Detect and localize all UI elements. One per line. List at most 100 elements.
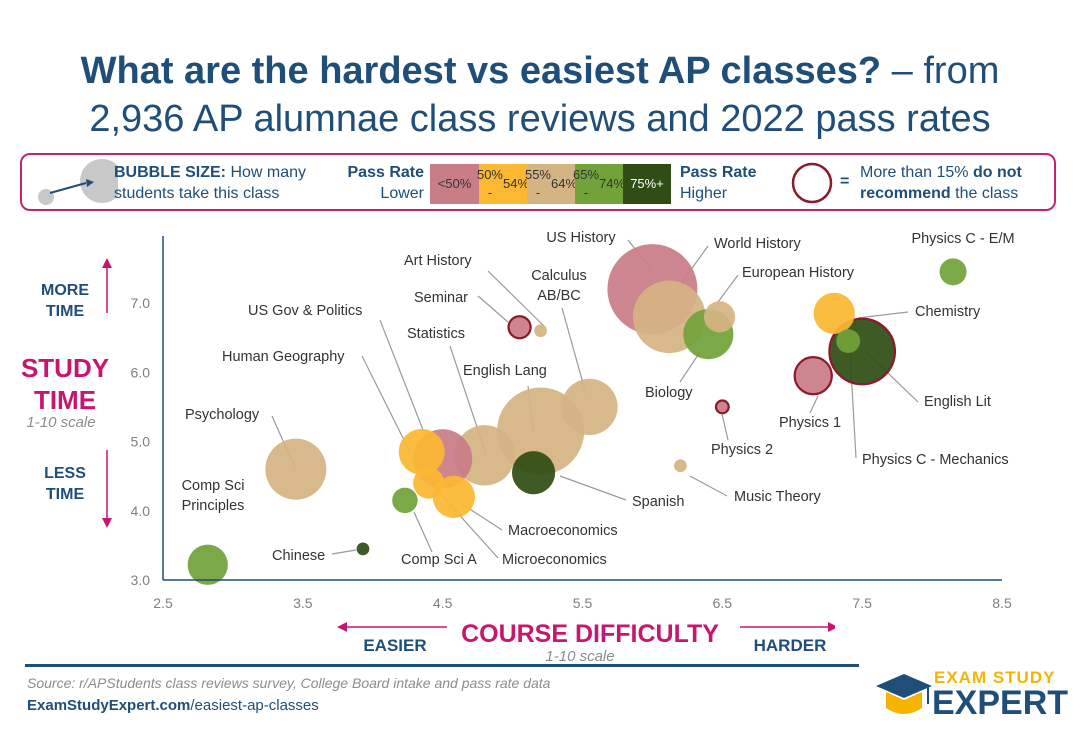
not-recommend-text1a: More than 15% <box>860 164 973 181</box>
bubble <box>939 258 967 286</box>
bubble <box>793 356 833 396</box>
pass-rate-bin: 50% -54% <box>476 164 529 204</box>
bubble <box>413 467 445 499</box>
point-label: English Lang <box>463 363 547 379</box>
y-axis-title: STUDY TIME <box>10 352 120 416</box>
pass-rate-higher-title: Pass Rate <box>680 164 757 181</box>
bubble <box>507 315 532 340</box>
footer-link-rest: /easiest-ap-classes <box>190 697 319 714</box>
point-label: Physics 2 <box>711 442 773 458</box>
leader-line <box>809 395 819 414</box>
x-direction-arrows <box>337 622 835 632</box>
pass-rate-bin: <50% <box>430 164 479 204</box>
y-direction-arrow <box>102 258 112 528</box>
point-label: Biology <box>645 385 693 401</box>
point-label: Comp Sci Principles <box>182 478 245 514</box>
y-tick-label: 6.0 <box>131 364 151 380</box>
not-recommend-text1b: do not <box>972 164 1022 181</box>
x-tick-label: 6.5 <box>713 595 733 611</box>
x-tick-label: 5.5 <box>573 595 593 611</box>
y-title-1: STUDY <box>20 353 110 383</box>
footer-source: Source: r/APStudents class reviews surve… <box>27 675 551 691</box>
point-label: Art History <box>404 253 472 269</box>
point-label: Chinese <box>272 548 325 564</box>
point-label: Physics C - Mechanics <box>862 452 1009 468</box>
leader-line <box>559 475 627 501</box>
bubble <box>674 459 687 473</box>
point-label: Music Theory <box>734 489 822 505</box>
y-tick-label: 7.0 <box>131 295 151 311</box>
pass-rate-bin-label: 55% - <box>524 167 551 200</box>
legend-box: BUBBLE SIZE: How many students take this… <box>20 153 1056 211</box>
x-tick-label: 3.5 <box>293 595 313 611</box>
not-recommend-line1: More than 15% do not <box>860 163 1022 183</box>
y-more-2: TIME <box>45 303 85 320</box>
pass-rate-bin-label: 64% <box>551 176 578 191</box>
not-recommend-text2a: recommend <box>860 185 951 202</box>
pass-rate-bin: 65% -74% <box>572 164 626 204</box>
point-label: Calculus AB/BC <box>531 268 587 304</box>
bubble <box>398 428 445 475</box>
bubble-size-line1: BUBBLE SIZE: How many <box>114 163 306 183</box>
leader-line <box>721 413 729 441</box>
logo-line1: EXAM STUDY <box>934 668 1056 687</box>
leader-line <box>689 475 728 497</box>
bubble-size-label: BUBBLE SIZE: <box>114 164 226 181</box>
leader-line <box>361 355 411 453</box>
x-axis-scale: 1-10 scale <box>545 648 615 665</box>
y-tick-label: 4.0 <box>131 503 151 519</box>
bubble <box>265 438 327 500</box>
x-harder: HARDER <box>753 636 827 655</box>
pass-rate-bin: 55% -64% <box>524 164 578 204</box>
x-tick-label: 8.5 <box>992 595 1012 611</box>
point-label: World History <box>714 236 801 252</box>
footer-rule <box>25 664 859 667</box>
y-more-1: MORE <box>41 282 89 299</box>
pass-rate-bin-label: 50% - <box>476 167 503 200</box>
logo-line2: EXPERT <box>932 684 1069 722</box>
bubble <box>813 292 855 335</box>
point-label: Microeconomics <box>502 552 607 568</box>
point-label: Seminar <box>414 290 468 306</box>
y-less-2: TIME <box>45 486 85 503</box>
y-title-2: TIME <box>33 385 97 415</box>
point-label: Psychology <box>185 407 260 423</box>
chart-title-line2: 2,936 AP alumnae class reviews and 2022 … <box>89 98 991 140</box>
bubble <box>511 451 556 495</box>
y-tick-label: 5.0 <box>131 434 151 450</box>
pass-rate-bin: 75%+ <box>623 164 671 204</box>
leader-line <box>679 351 701 383</box>
y-tick-label: 3.0 <box>131 572 151 588</box>
point-label: Physics 1 <box>779 415 841 431</box>
y-axis-scale: 1-10 scale <box>26 414 96 431</box>
x-axis-title: COURSE DIFFICULTY <box>461 620 719 648</box>
point-label: Statistics <box>407 326 465 342</box>
x-tick-label: 2.5 <box>153 595 173 611</box>
bubble <box>714 399 730 415</box>
bubble <box>561 378 618 435</box>
leader-line <box>487 270 547 329</box>
point-label: Human Geography <box>222 349 345 365</box>
pass-rate-bin-label: 65% - <box>572 167 599 200</box>
footer-link[interactable]: ExamStudyExpert.com/easiest-ap-classes <box>27 697 319 714</box>
bubble <box>836 329 861 353</box>
pass-rate-lower-title: Pass Rate <box>347 164 425 181</box>
point-label: US Gov & Politics <box>248 303 362 319</box>
leader-line <box>717 274 739 303</box>
point-label: US History <box>546 230 616 246</box>
point-label: Physics C - E/M <box>911 231 1014 247</box>
pass-rate-bin-label: 74% <box>599 176 626 191</box>
x-easier: EASIER <box>363 636 427 655</box>
y-less-time: LESS TIME <box>10 463 120 505</box>
pass-rate-bin-label: 75%+ <box>630 176 664 191</box>
point-label: Spanish <box>632 494 684 510</box>
point-label: Chemistry <box>915 304 981 320</box>
not-recommend-icon <box>791 162 833 204</box>
title-rest: – from <box>881 50 1000 92</box>
bubble <box>703 301 736 333</box>
not-recommend-text2b: the class <box>950 185 1019 202</box>
bubble <box>187 544 228 585</box>
x-tick-label: 7.5 <box>852 595 872 611</box>
point-label: English Lit <box>924 394 991 410</box>
